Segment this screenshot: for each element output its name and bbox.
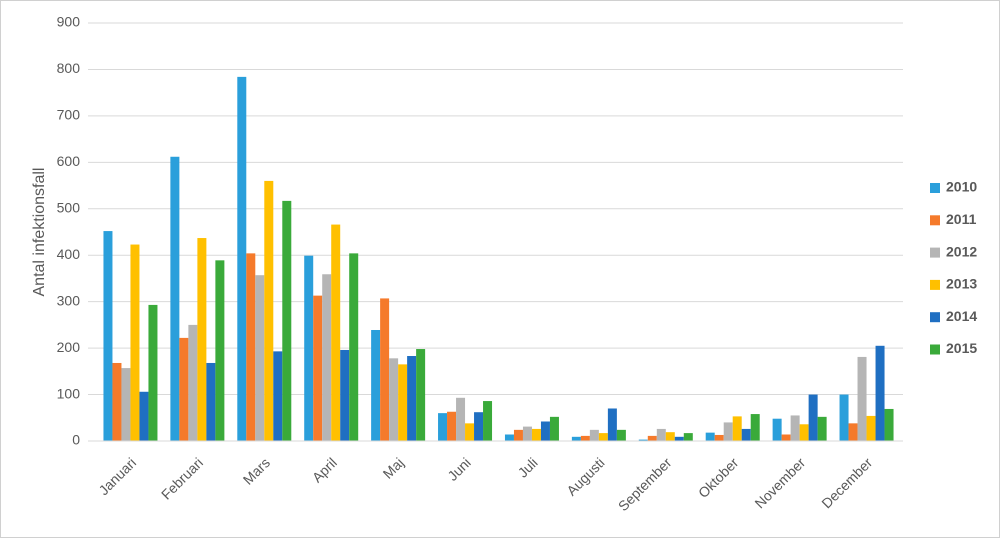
- bar: [540, 421, 550, 441]
- bar: [438, 413, 448, 441]
- bar: [130, 244, 140, 441]
- legend-label: 2014: [946, 308, 977, 324]
- bar: [589, 429, 599, 441]
- bar: [723, 422, 733, 441]
- bar: [483, 401, 493, 441]
- bar: [188, 324, 198, 441]
- y-axis-title: Antal infektionsfall: [31, 168, 48, 297]
- legend-label: 2010: [946, 179, 977, 195]
- bar: [683, 433, 693, 441]
- bar: [447, 411, 457, 441]
- y-tick-label: 400: [57, 246, 81, 262]
- bar: [170, 156, 180, 441]
- bar: [148, 304, 158, 441]
- bar: [616, 429, 626, 441]
- bar: [206, 362, 216, 441]
- bar: [607, 408, 617, 441]
- legend-label: 2012: [946, 243, 977, 259]
- legend-label: 2015: [946, 340, 977, 356]
- bar: [848, 423, 858, 441]
- legend-label: 2013: [946, 276, 977, 292]
- y-tick-label: 100: [57, 385, 81, 401]
- legend-swatch: [930, 247, 940, 258]
- legend-swatch: [930, 215, 940, 226]
- bar: [705, 432, 715, 441]
- bar: [875, 345, 885, 441]
- bar: [598, 433, 608, 441]
- bar: [349, 253, 359, 441]
- bar: [416, 349, 426, 441]
- bar: [522, 426, 532, 441]
- bar: [340, 349, 350, 441]
- legend-label: 2011: [946, 211, 977, 227]
- bar: [750, 414, 760, 441]
- bar: [398, 364, 408, 441]
- bar: [656, 428, 666, 441]
- bar: [139, 391, 149, 441]
- bar: [322, 274, 332, 441]
- bar: [197, 238, 207, 441]
- y-tick-label: 300: [57, 292, 81, 308]
- bar: [331, 224, 341, 441]
- legend-swatch: [930, 344, 940, 355]
- bar: [741, 428, 751, 441]
- bar: [665, 432, 675, 441]
- bar: [884, 408, 894, 441]
- bar: [638, 439, 648, 441]
- bar: [103, 231, 113, 441]
- bar: [714, 434, 724, 441]
- bar: [112, 362, 122, 441]
- y-tick-label: 0: [72, 432, 80, 448]
- bar: [237, 76, 247, 442]
- bar: [282, 200, 292, 441]
- bar: [313, 295, 323, 441]
- bar: [474, 412, 484, 441]
- y-tick-label: 700: [57, 107, 81, 123]
- y-tick-label: 900: [57, 14, 81, 30]
- bar: [839, 394, 849, 441]
- bar: [799, 424, 809, 441]
- legend-swatch: [930, 312, 940, 323]
- bar: [456, 397, 466, 441]
- bar: [504, 434, 514, 441]
- bar: [264, 180, 274, 441]
- bar: [647, 435, 657, 441]
- legend-swatch: [930, 183, 940, 193]
- bar: [255, 275, 265, 441]
- bar: [549, 416, 559, 441]
- y-tick-label: 500: [57, 199, 81, 215]
- bar: [246, 253, 256, 441]
- bar: [857, 356, 867, 441]
- bar: [121, 368, 131, 441]
- bar: [513, 429, 523, 441]
- bar: [380, 298, 390, 441]
- bar: [674, 436, 684, 441]
- bar: [273, 351, 283, 441]
- bar: [772, 418, 782, 441]
- bar: [531, 428, 541, 441]
- bar: [407, 356, 417, 441]
- y-tick-label: 800: [57, 60, 81, 76]
- bar: [465, 423, 475, 441]
- bar: [215, 260, 225, 441]
- bar: [808, 394, 818, 441]
- y-tick-label: 600: [57, 153, 81, 169]
- bar: [790, 415, 800, 441]
- bar: [580, 435, 590, 441]
- bar: [389, 358, 399, 441]
- bar: [817, 416, 827, 441]
- bar: [781, 434, 791, 441]
- bar: [179, 337, 189, 441]
- y-tick-label: 200: [57, 339, 81, 355]
- bar: [866, 415, 876, 441]
- bar: [304, 255, 314, 441]
- bar: [371, 329, 381, 441]
- bar: [571, 436, 581, 441]
- bar: [732, 416, 742, 441]
- legend-swatch: [930, 279, 940, 290]
